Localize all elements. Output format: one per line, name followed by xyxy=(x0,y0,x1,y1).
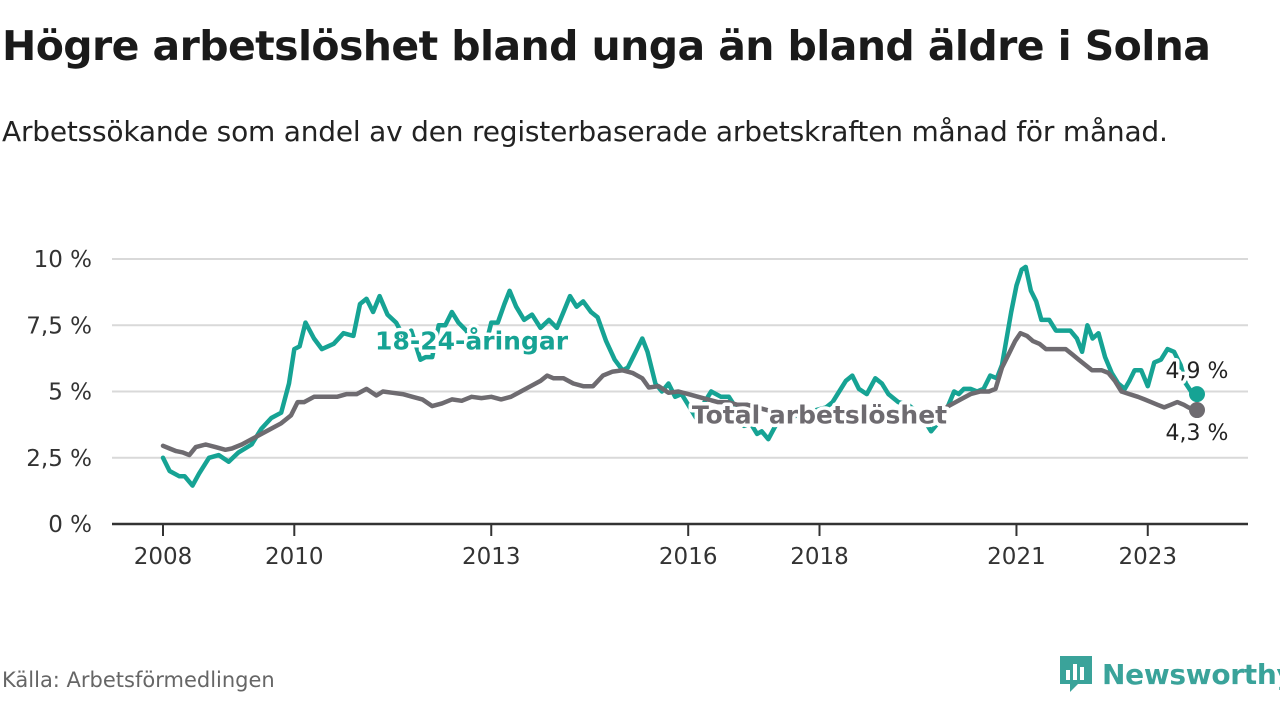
series-labels: 18-24-åringar Total arbetslöshet 4,9 % 4,3 … xyxy=(372,323,1232,450)
x-tick-label-3: 2016 xyxy=(659,544,718,570)
x-tick-label-1: 2010 xyxy=(265,544,324,570)
newsworthy-logo[interactable]: Newsworthy xyxy=(1058,654,1280,694)
source-note: Källa: Arbetsförmedlingen xyxy=(2,668,275,692)
x-tick-label-4: 2018 xyxy=(790,544,849,570)
y-tick-label-3: 7,5 % xyxy=(26,313,92,339)
series-line-youth xyxy=(160,264,1200,488)
x-axis: 2008 2010 2013 2016 2018 2021 2023 xyxy=(112,522,1248,570)
end-label-youth: 4,9 % xyxy=(1166,359,1229,384)
chart-title: Högre arbetslöshet bland unga än bland ä… xyxy=(2,22,1211,70)
chart-subtitle: Arbetssökande som andel av den registerb… xyxy=(2,115,1168,148)
y-tick-label-0: 0 % xyxy=(48,512,92,538)
end-label-total: 4,3 % xyxy=(1166,421,1229,446)
x-tick-label-2: 2013 xyxy=(462,544,521,570)
newsworthy-logo-icon xyxy=(1060,656,1092,692)
x-tick-label-6: 2023 xyxy=(1118,544,1177,570)
end-dot-total xyxy=(1189,402,1205,419)
series-label-youth: 18-24-åringar xyxy=(375,326,569,355)
series-lines xyxy=(160,264,1205,488)
grid-lines xyxy=(112,258,1248,459)
y-tick-label-2: 5 % xyxy=(48,380,92,406)
series-label-total: Total arbetslöshet xyxy=(692,400,947,429)
x-tick-label-5: 2021 xyxy=(987,544,1046,570)
series-line-total xyxy=(160,330,1200,458)
y-tick-label-4: 10 % xyxy=(34,247,92,273)
end-dot-youth xyxy=(1189,386,1205,403)
x-tick-label-0: 2008 xyxy=(134,544,193,570)
y-axis-labels: 0 % 2,5 % 5 % 7,5 % 10 % xyxy=(26,247,92,538)
y-tick-label-1: 2,5 % xyxy=(26,446,92,472)
newsworthy-logo-text: Newsworthy xyxy=(1102,657,1280,691)
